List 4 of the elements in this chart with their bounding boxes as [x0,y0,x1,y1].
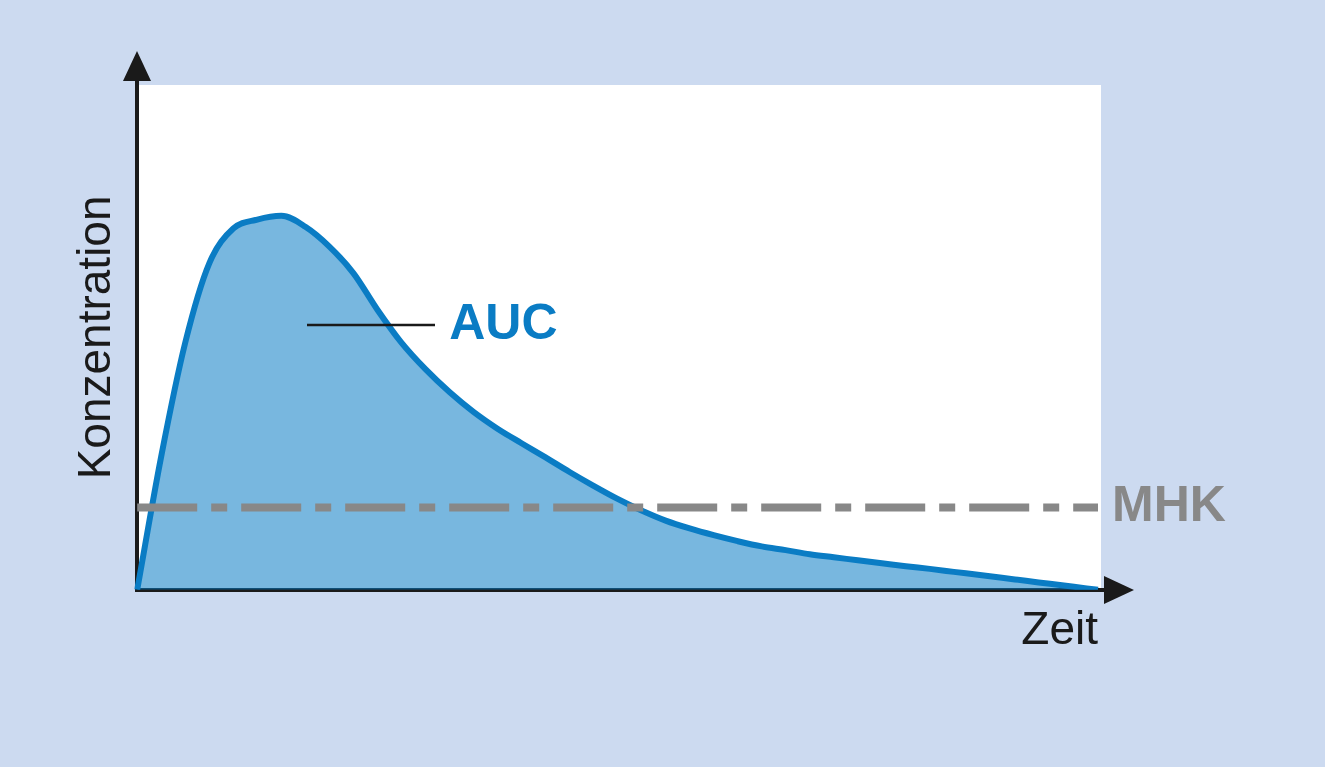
annotation: AUC [449,293,558,350]
y-axis-title: Konzentration [68,195,121,480]
x-axis-title: Zeit [1021,602,1099,655]
ref-line-label: MHK [1112,476,1226,533]
